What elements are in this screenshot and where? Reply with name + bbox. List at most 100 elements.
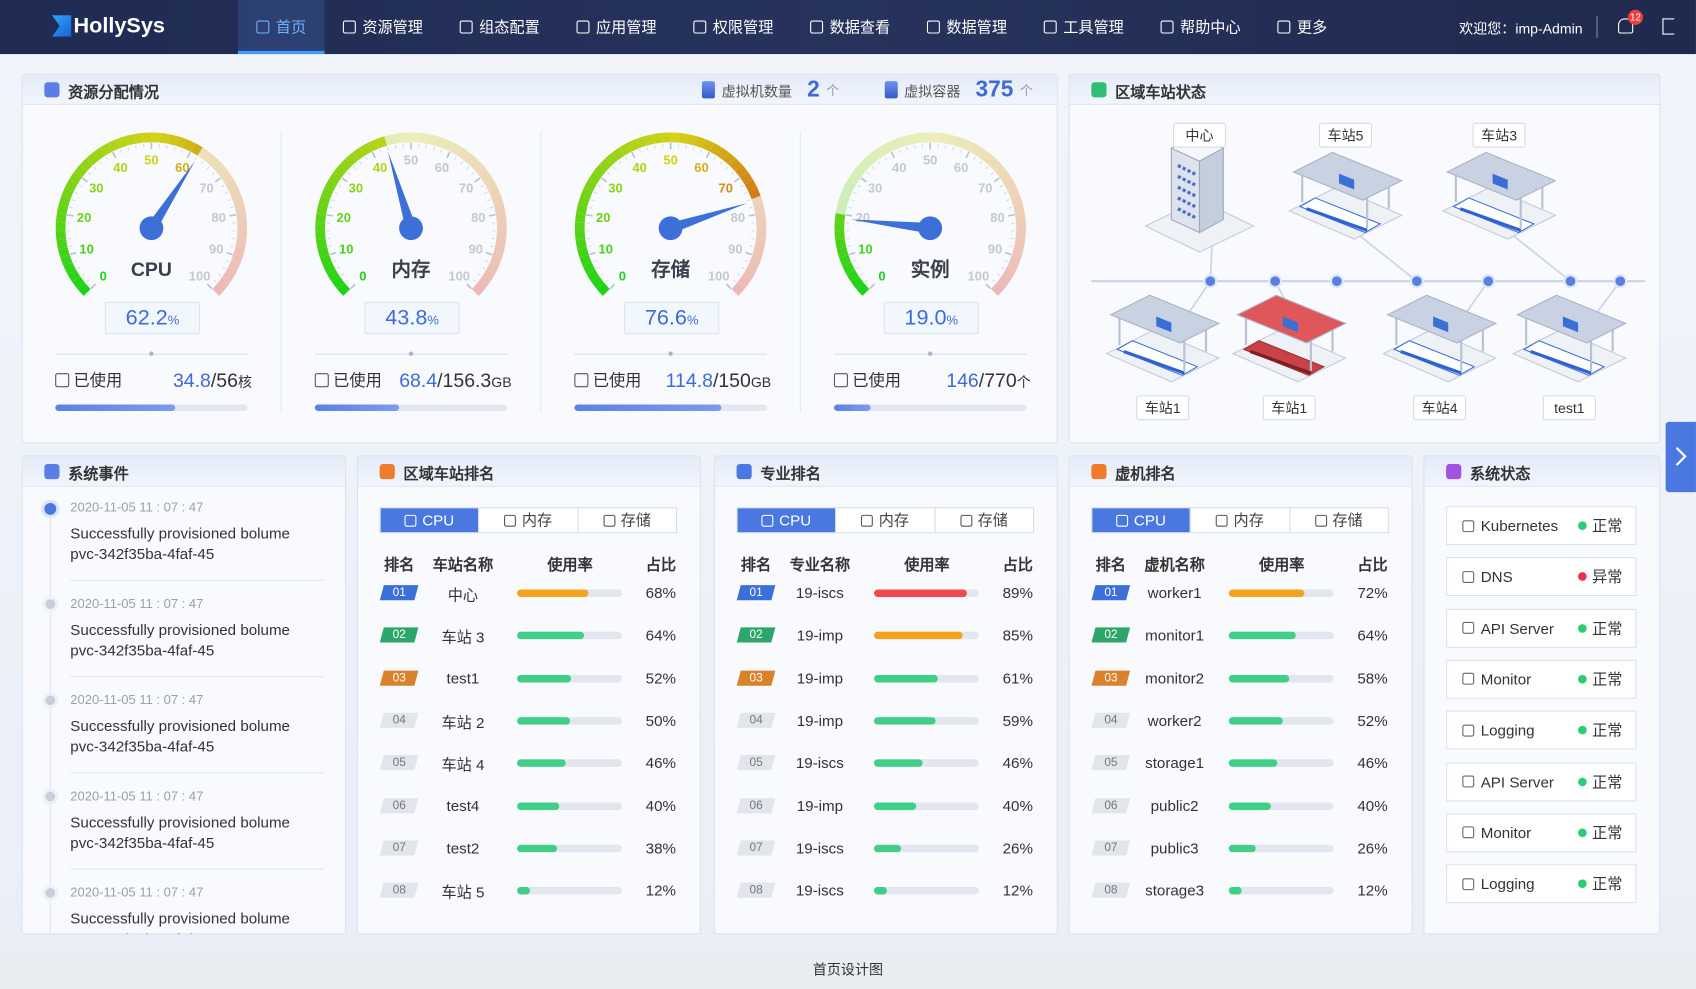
nav-item[interactable]: 权限管理 [675, 0, 792, 54]
tab[interactable]: CPU [380, 508, 479, 533]
gauge-minor-tick [345, 279, 349, 283]
status-item: API Server 正常 [1446, 761, 1637, 801]
gauge-arc [375, 136, 388, 149]
stat-icon [702, 81, 716, 99]
status-panel: 系统状态 Kubernetes 正常 DNS 异常 API Server 正常 Monitor… [1423, 455, 1661, 935]
gauge-arc [491, 195, 504, 207]
row-name: public2 [1150, 796, 1199, 814]
gauge-arc [469, 158, 483, 172]
panel-icon [736, 464, 752, 480]
nav-item[interactable]: 工具管理 [1025, 0, 1142, 54]
gauge-minor-tick [225, 259, 230, 263]
gauge-minor-tick [329, 206, 333, 209]
tab[interactable]: CPU [737, 508, 836, 533]
gauge-tick-label: 0 [619, 269, 626, 284]
status-text: 正常 [1592, 619, 1623, 637]
train-stripe [1123, 349, 1185, 375]
nav-item[interactable]: 应用管理 [558, 0, 675, 54]
gauge-arc [225, 179, 239, 192]
nav-label: 数据管理 [946, 18, 1007, 36]
row-name: 19-imp [796, 796, 843, 814]
nav-label: 首页 [275, 18, 307, 36]
events-panel: 系统事件 2020-11-05 11 : 07 : 47 Successfully … [21, 455, 347, 935]
gauge-minor-tick [227, 199, 231, 202]
tab[interactable]: 内存 [835, 508, 935, 533]
gauge-tick [748, 214, 756, 217]
nav-icon [693, 20, 707, 34]
gauge-minor-tick [749, 245, 754, 248]
gauge-tick [586, 214, 593, 217]
usage-label: 已使用 [852, 372, 901, 391]
notification-bell[interactable]: 12 [1618, 9, 1643, 34]
tab[interactable]: 存储 [934, 508, 1033, 533]
gauge-minor-tick [878, 161, 881, 165]
nav-item[interactable]: 数据管理 [909, 0, 1026, 54]
gauge-arc [73, 164, 87, 178]
gauge-minor-tick [996, 273, 1001, 277]
gauge-arc [67, 269, 81, 283]
gauge-minor-tick [338, 184, 342, 188]
timeline-dot [45, 599, 56, 609]
nav-item[interactable]: 组态配置 [441, 0, 558, 54]
tab[interactable]: 存储 [1288, 508, 1388, 533]
gauge-arc [729, 158, 743, 172]
nav-item[interactable]: 首页 [237, 0, 325, 55]
event-separator [70, 868, 324, 870]
gauge-arc [236, 213, 247, 223]
tab[interactable]: 内存 [478, 508, 578, 533]
gauge-minor-tick [850, 199, 855, 202]
screen [1156, 316, 1172, 333]
gauge-tick-label: 50 [923, 152, 937, 167]
row-value: 59% [1002, 711, 1033, 729]
tabs: CPU 内存 存储 [736, 507, 1035, 534]
logout-button[interactable] [1662, 18, 1675, 35]
gauge-minor-tick [466, 166, 470, 170]
node-label-box [1172, 122, 1226, 148]
train [1242, 340, 1326, 376]
event-text: Successfully provisioned bolume pvc-342f… [70, 909, 290, 934]
event-text: Successfully provisioned bolume pvc-342f… [70, 524, 290, 563]
gauge-minor-tick [69, 206, 73, 209]
gauge-arc [878, 142, 892, 156]
side-toggle[interactable] [1665, 421, 1696, 493]
gauge-arc [496, 230, 507, 241]
gauge-tick [1005, 251, 1012, 256]
nav-item[interactable]: 资源管理 [324, 0, 441, 54]
gauge-minor-tick [606, 172, 611, 175]
node-label: 车站4 [1422, 400, 1458, 416]
gauge-tick-label: 20 [336, 210, 350, 225]
gauge-minor-tick [872, 166, 876, 170]
gauge-minor-tick [692, 147, 695, 151]
gauge-minor-tick [454, 156, 457, 161]
bar-track [517, 674, 622, 683]
gauge-arc [596, 282, 610, 296]
status-text: 正常 [1592, 772, 1623, 791]
train [1392, 340, 1476, 376]
tab[interactable]: 存储 [577, 508, 676, 533]
tab-icon [960, 514, 973, 527]
gauge-tick [446, 151, 451, 159]
gauge-minor-tick [699, 149, 703, 153]
gauge-minor-tick [230, 245, 234, 248]
total-unit: 个 [1016, 374, 1031, 391]
gauge-arc [427, 134, 438, 146]
nav-item[interactable]: 帮助中心 [1142, 0, 1259, 54]
screen [1562, 316, 1579, 333]
row-name: 19-iscs [795, 754, 844, 772]
panel-header: 资源分配情况 虚拟机数量 2 个虚拟容器 375 个 [22, 74, 1057, 105]
tab[interactable]: 内存 [1190, 508, 1289, 533]
status-icon [1462, 622, 1475, 634]
panel-icon [379, 464, 395, 480]
status-dot [1578, 725, 1587, 735]
nav-item[interactable]: 更多 [1259, 0, 1346, 54]
usage-bar [517, 759, 566, 768]
gauge-arc [871, 147, 885, 161]
gauge-arc [324, 179, 338, 192]
gauge-arc [834, 213, 846, 223]
tab[interactable]: CPU [1092, 508, 1191, 533]
gauge-minor-tick [605, 279, 609, 283]
nav-item[interactable]: 数据查看 [792, 0, 909, 54]
gauge-tick [226, 251, 233, 256]
gauge-arc [835, 238, 847, 250]
nav-icon [1160, 20, 1174, 34]
